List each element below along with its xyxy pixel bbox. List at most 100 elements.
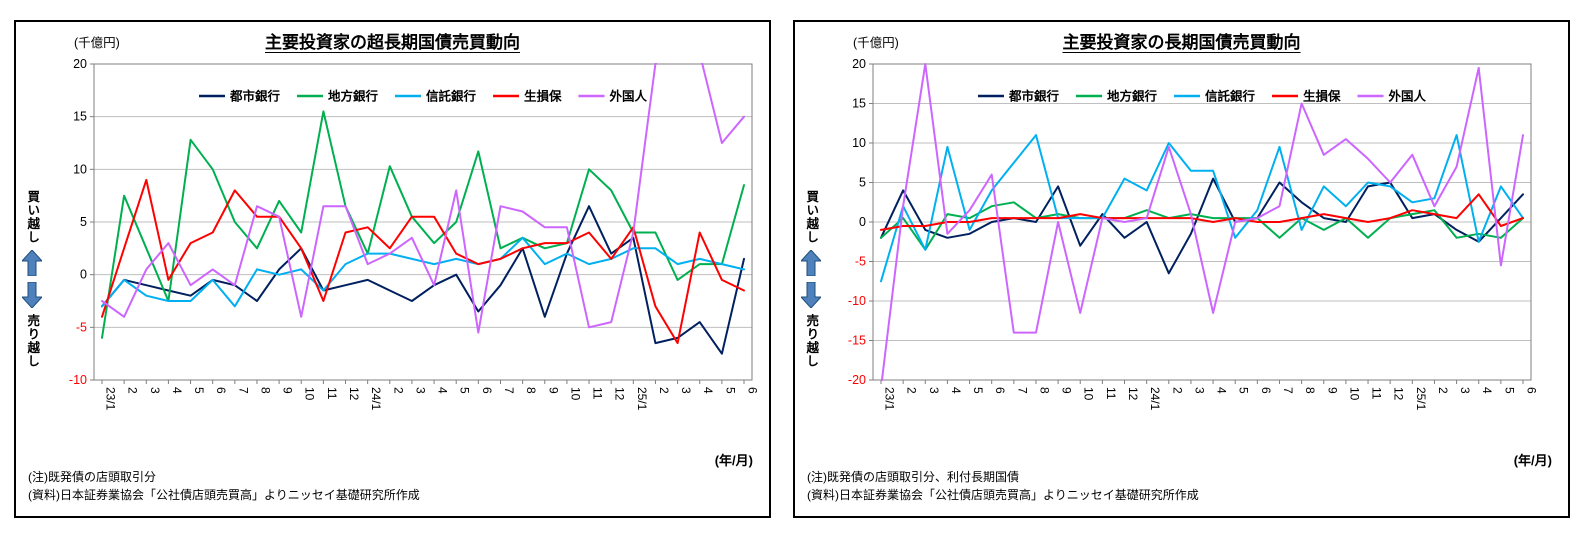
axis-unit-label: (千億円) (853, 36, 899, 50)
svg-text:20: 20 (73, 57, 87, 71)
svg-text:25/1: 25/1 (1414, 387, 1428, 411)
svg-text:9: 9 (1060, 387, 1074, 394)
svg-text:2: 2 (126, 387, 140, 394)
source-notes: (注)既発債の店頭取引分、利付長期国債 (資料)日本証券業協会「公社債店頭売買高… (807, 468, 1199, 504)
svg-text:9: 9 (546, 387, 560, 394)
net-buying-label: 買い越し (25, 190, 40, 244)
svg-text:0: 0 (859, 215, 866, 229)
svg-text:8: 8 (1037, 387, 1051, 394)
svg-text:24/1: 24/1 (1148, 387, 1162, 411)
net-buying-label: 買い越し (804, 190, 819, 244)
svg-text:6: 6 (480, 387, 494, 394)
up-arrow-icon (22, 250, 42, 276)
svg-text:25/1: 25/1 (635, 387, 649, 411)
svg-text:5: 5 (1502, 387, 1516, 394)
y-axis-direction-labels: 買い越し 売り越し (19, 190, 45, 368)
svg-text:3: 3 (148, 387, 162, 394)
svg-text:10: 10 (852, 136, 866, 150)
svg-text:12: 12 (613, 387, 627, 401)
svg-text:5: 5 (1237, 387, 1251, 394)
svg-text:4: 4 (1215, 387, 1229, 394)
svg-text:7: 7 (1281, 387, 1295, 394)
svg-text:3: 3 (413, 387, 427, 394)
svg-text:外国人: 外国人 (1388, 89, 1427, 104)
svg-text:4: 4 (701, 387, 715, 394)
svg-text:-5: -5 (76, 320, 87, 334)
svg-text:12: 12 (1392, 387, 1406, 401)
svg-text:23/1: 23/1 (883, 387, 897, 411)
svg-text:12: 12 (1126, 387, 1140, 401)
svg-text:地方銀行: 地方銀行 (328, 89, 379, 104)
svg-text:10: 10 (1082, 387, 1096, 401)
svg-text:9: 9 (281, 387, 295, 394)
svg-text:地方銀行: 地方銀行 (1107, 89, 1158, 104)
svg-text:10: 10 (73, 162, 87, 176)
svg-text:4: 4 (949, 387, 963, 394)
svg-text:6: 6 (993, 387, 1007, 394)
chart-panel-long-term: (千億円) 主要投資家の長期国債売買動向 買い越し 売り越し -20 -15 -10… (793, 20, 1570, 518)
svg-text:5: 5 (80, 215, 87, 229)
svg-text:-10: -10 (848, 294, 866, 308)
svg-text:24/1: 24/1 (369, 387, 383, 411)
svg-text:8: 8 (258, 387, 272, 394)
svg-text:12: 12 (347, 387, 361, 401)
svg-text:6: 6 (1259, 387, 1273, 394)
svg-text:5: 5 (192, 387, 206, 394)
svg-text:生損保: 生損保 (1303, 89, 1341, 104)
svg-text:9: 9 (1325, 387, 1339, 394)
svg-text:5: 5 (971, 387, 985, 394)
axis-unit-label: (千億円) (74, 36, 120, 50)
chart-title: 主要投資家の超長期国債売買動向 (265, 33, 520, 52)
x-axis-caption: (年/月) (1513, 453, 1552, 468)
down-arrow-icon (801, 282, 821, 308)
svg-text:11: 11 (1104, 387, 1118, 400)
svg-text:8: 8 (1303, 387, 1317, 394)
y-axis-direction-labels: 買い越し 売り越し (798, 190, 824, 368)
svg-text:20: 20 (852, 57, 866, 71)
svg-text:2: 2 (905, 387, 919, 394)
down-arrow-icon (22, 282, 42, 308)
chart-title: 主要投資家の長期国債売買動向 (1062, 33, 1301, 52)
svg-text:信託銀行: 信託銀行 (426, 89, 477, 104)
svg-text:5: 5 (859, 176, 866, 190)
svg-text:-15: -15 (848, 334, 866, 348)
svg-text:-5: -5 (855, 255, 866, 269)
svg-text:11: 11 (591, 387, 605, 400)
svg-text:3: 3 (1458, 387, 1472, 394)
svg-text:10: 10 (568, 387, 582, 401)
x-axis-caption: (年/月) (714, 453, 753, 468)
svg-text:15: 15 (852, 97, 866, 111)
svg-text:6: 6 (1525, 387, 1539, 394)
svg-text:5: 5 (458, 387, 472, 394)
svg-text:-10: -10 (69, 373, 87, 387)
up-arrow-icon (801, 250, 821, 276)
svg-text:10: 10 (1347, 387, 1361, 401)
line-chart-long-term: -20 -15 -10 -5 0 5 10 15 20 23/1 2 3 4 5 6 7 8 9 10 11 12 24/… (848, 57, 1539, 411)
svg-text:11: 11 (1370, 387, 1384, 400)
svg-text:信託銀行: 信託銀行 (1205, 89, 1256, 104)
chart-panel-super-long-term: (千億円) 主要投資家の超長期国債売買動向 買い越し 売り越し -10 -5 0 5 1… (14, 20, 771, 518)
line-chart-super-long-term: -10 -5 0 5 10 15 20 23/1 2 3 4 5 6 7 8 9 10 11 12 24/1 2 3 4 5 6… (69, 57, 760, 411)
svg-text:8: 8 (524, 387, 538, 394)
svg-text:6: 6 (214, 387, 228, 394)
svg-text:0: 0 (80, 268, 87, 282)
svg-text:5: 5 (723, 387, 737, 394)
svg-text:2: 2 (657, 387, 671, 394)
svg-text:3: 3 (927, 387, 941, 394)
svg-text:7: 7 (1015, 387, 1029, 394)
svg-text:4: 4 (170, 387, 184, 394)
svg-text:都市銀行: 都市銀行 (1008, 89, 1060, 104)
net-selling-label: 売り越し (25, 314, 40, 368)
svg-text:-20: -20 (848, 373, 866, 387)
svg-text:11: 11 (325, 387, 339, 400)
svg-text:4: 4 (436, 387, 450, 394)
svg-text:7: 7 (236, 387, 250, 394)
svg-text:都市銀行: 都市銀行 (229, 89, 281, 104)
svg-text:15: 15 (73, 110, 87, 124)
note-line: (資料)日本証券業協会「公社債店頭売買高」よりニッセイ基礎研究所作成 (28, 488, 420, 502)
svg-text:23/1: 23/1 (104, 387, 118, 411)
svg-text:3: 3 (1192, 387, 1206, 394)
svg-text:生損保: 生損保 (524, 89, 562, 104)
note-line: (資料)日本証券業協会「公社債店頭売買高」よりニッセイ基礎研究所作成 (807, 488, 1199, 502)
svg-text:2: 2 (1436, 387, 1450, 394)
